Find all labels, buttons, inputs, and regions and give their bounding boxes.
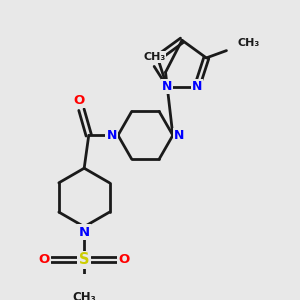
Text: N: N (79, 226, 90, 239)
Text: S: S (79, 252, 89, 267)
Text: N: N (174, 129, 184, 142)
Text: O: O (73, 94, 84, 107)
Text: N: N (162, 80, 172, 93)
Text: O: O (119, 253, 130, 266)
Text: N: N (106, 129, 117, 142)
Text: O: O (38, 253, 50, 266)
Text: CH₃: CH₃ (237, 38, 260, 48)
Text: CH₃: CH₃ (72, 291, 96, 300)
Text: N: N (192, 80, 202, 93)
Text: CH₃: CH₃ (143, 52, 165, 62)
